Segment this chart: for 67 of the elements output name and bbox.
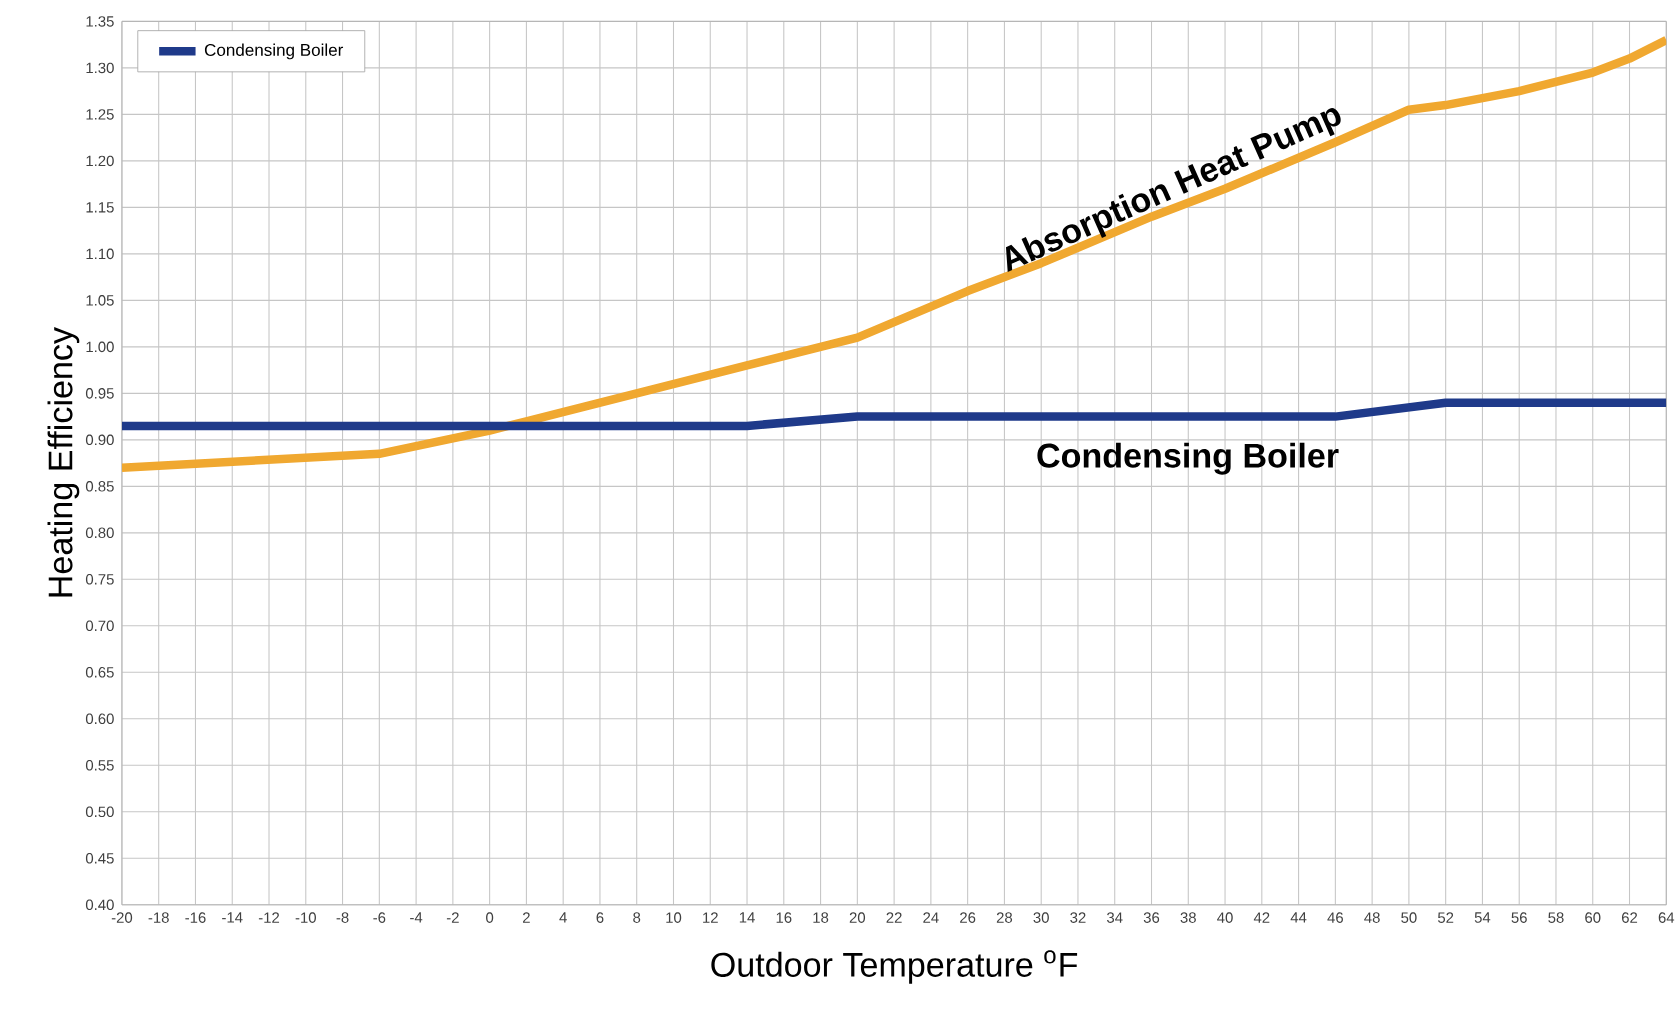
x-tick-label: -14 <box>222 912 243 923</box>
y-tick-label: 1.00 <box>86 341 114 353</box>
x-axis-title: Outdoor Temperature $^{o}$F <box>711 950 1078 984</box>
x-tick-label: 0 <box>486 912 494 923</box>
x-tick-label: -20 <box>111 912 133 923</box>
x-tick-label: -6 <box>373 912 386 923</box>
x-tick-label: 36 <box>1143 912 1160 923</box>
x-tick-label: 34 <box>1107 912 1123 923</box>
x-tick-label: -10 <box>295 912 316 923</box>
y-tick-label: 0.65 <box>85 667 114 678</box>
x-tick-label: 32 <box>1070 912 1086 923</box>
y-tick-label: 0.75 <box>85 574 114 585</box>
y-tick-label: 1.30 <box>86 62 114 74</box>
x-tick-label: 52 <box>1437 912 1454 923</box>
x-tick-label: 6 <box>596 912 604 923</box>
y-tick-label: 0.45 <box>85 853 114 864</box>
x-tick-label: 38 <box>1180 912 1196 923</box>
x-tick-label: 30 <box>1033 912 1049 923</box>
x-tick-label: 54 <box>1474 912 1491 923</box>
y-tick-label: 0.80 <box>85 527 114 539</box>
y-tick-label: 1.10 <box>86 248 114 260</box>
x-tick-label: 26 <box>960 912 976 923</box>
x-tick-label: 2 <box>522 912 530 923</box>
y-tick-label: 0.90 <box>85 434 114 446</box>
y-tick-label: 0.40 <box>85 899 114 911</box>
y-tick-label: 0.95 <box>85 388 114 399</box>
x-tick-label: 46 <box>1327 912 1343 923</box>
x-tick-label: -4 <box>410 912 423 923</box>
x-tick-label: 8 <box>633 912 641 923</box>
x-tick-label: 10 <box>666 912 682 923</box>
y-tick-label: 1.20 <box>86 155 114 167</box>
annotation: Condensing Boiler <box>1037 442 1339 475</box>
x-tick-label: 12 <box>703 912 718 923</box>
y-tick-label: 1.35 <box>86 16 114 27</box>
y-tick-label: 0.60 <box>85 713 114 725</box>
x-tick-label: 48 <box>1364 912 1380 923</box>
x-tick-label: 40 <box>1217 912 1233 923</box>
y-tick-label: 0.50 <box>85 806 114 818</box>
x-tick-label: 64 <box>1658 912 1675 923</box>
x-tick-label: 44 <box>1290 912 1307 923</box>
x-tick-label: -8 <box>336 912 349 923</box>
y-tick-label: 0.85 <box>85 481 114 492</box>
x-tick-label: 60 <box>1585 912 1601 923</box>
y-tick-label: 0.55 <box>85 760 114 771</box>
y-tick-label: 1.05 <box>86 295 114 306</box>
x-tick-label: 4 <box>559 912 567 923</box>
x-tick-label: 42 <box>1253 912 1270 923</box>
x-tick-label: 20 <box>849 912 866 923</box>
x-tick-label: 14 <box>739 912 755 923</box>
x-tick-label: -2 <box>446 912 459 923</box>
x-tick-label: 22 <box>886 912 902 923</box>
x-tick-label: 58 <box>1548 912 1564 923</box>
x-tick-label: -18 <box>148 912 169 923</box>
x-tick-label: -16 <box>185 912 206 923</box>
y-axis-title: Heating Efficiency <box>47 327 80 597</box>
x-tick-label: 24 <box>923 912 939 923</box>
y-tick-label: 0.70 <box>85 620 114 632</box>
x-tick-label: 56 <box>1511 912 1527 923</box>
x-tick-label: 18 <box>813 912 829 923</box>
x-tick-label: -12 <box>258 912 280 923</box>
y-tick-label: 1.25 <box>86 109 114 120</box>
legend-label: Condensing Boiler <box>204 43 344 60</box>
x-tick-label: 62 <box>1621 912 1638 923</box>
x-tick-label: 50 <box>1401 912 1417 923</box>
y-tick-label: 1.15 <box>86 202 114 213</box>
x-tick-label: 28 <box>996 912 1013 923</box>
x-tick-label: 16 <box>776 912 792 923</box>
